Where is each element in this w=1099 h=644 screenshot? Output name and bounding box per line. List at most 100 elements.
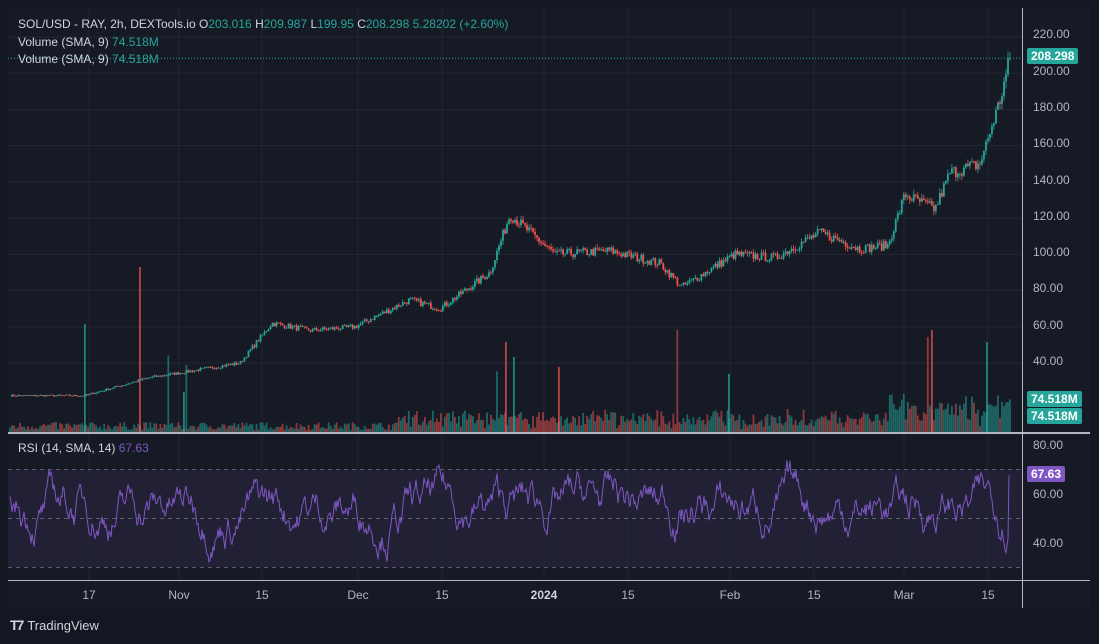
volume-bar: [738, 414, 741, 432]
candle-body: [173, 372, 176, 375]
candle-body: [680, 284, 683, 286]
volume-bar: [327, 422, 330, 432]
volume-bar: [522, 419, 524, 432]
volume-bar: [31, 426, 33, 432]
candle-body: [991, 125, 993, 134]
candle-body: [898, 212, 901, 214]
price-tick: 140.00: [1033, 173, 1070, 187]
candle-body: [19, 395, 21, 396]
volume-legend-2[interactable]: Volume (SMA, 9) 74.518M: [18, 52, 159, 66]
candle-body: [510, 219, 512, 221]
volume-bar: [85, 424, 88, 432]
candle-body: [670, 273, 673, 278]
pane-separator[interactable]: [8, 432, 1090, 434]
candle-body: [311, 328, 314, 332]
volume-bar: [668, 421, 671, 432]
candle-body: [502, 229, 504, 241]
candle-body: [712, 266, 715, 268]
volume-bar: [967, 418, 969, 432]
candle-body: [87, 394, 90, 396]
candle-body: [233, 362, 236, 366]
volume-bar: [760, 419, 763, 432]
volume-legend-1[interactable]: Volume (SMA, 9) 74.518M: [18, 35, 159, 49]
candle-body: [812, 235, 815, 238]
volume-bar: [656, 410, 659, 432]
volume-bar: [91, 422, 94, 432]
candle-body: [886, 243, 889, 249]
volume-bar: [486, 412, 488, 432]
candle-body: [936, 204, 939, 206]
volume-bar: [87, 426, 90, 432]
candle-body: [496, 250, 498, 261]
rsi-tick: 40.00: [1033, 536, 1064, 550]
volume-bar: [638, 415, 641, 432]
volume-tag: 74.518M: [1027, 408, 1082, 424]
volume-bar: [590, 414, 593, 432]
volume-bar: [357, 427, 360, 432]
volume-value: 74.518M: [112, 52, 159, 66]
price-pane[interactable]: [8, 8, 1022, 432]
candle-body: [207, 366, 210, 368]
candle-body: [305, 326, 308, 329]
volume-bar: [464, 410, 466, 432]
candle-body: [716, 263, 719, 268]
price-chart[interactable]: [8, 8, 1022, 432]
candle-body: [848, 248, 851, 249]
candle-body: [11, 394, 13, 397]
candle-body: [536, 235, 538, 238]
candle-body: [592, 249, 595, 256]
symbol-legend[interactable]: SOL/USD - RAY, 2h, DEXTools.io O203.016 …: [18, 17, 508, 31]
rsi-chart[interactable]: [8, 434, 1022, 580]
candle-body: [387, 309, 390, 314]
candle-body: [241, 360, 244, 362]
candle-body: [1003, 81, 1005, 97]
candle-body: [616, 250, 619, 254]
candle-body: [636, 253, 639, 262]
volume-bar: [107, 425, 110, 432]
volume-bar: [900, 399, 903, 432]
volume-bar: [600, 417, 603, 432]
candle-body: [814, 233, 817, 238]
time-axis[interactable]: 17 Nov 15 Dec 15 2024 15 Feb 15 Mar 15: [8, 581, 1022, 608]
volume-bar: [417, 424, 420, 432]
rsi-pane[interactable]: [8, 434, 1022, 580]
candle-body: [139, 379, 142, 381]
volume-bar: [197, 426, 200, 432]
candle-body: [586, 249, 589, 255]
candle-body: [141, 378, 144, 381]
candle-body: [626, 251, 629, 258]
candle-body: [624, 253, 627, 258]
rsi-legend[interactable]: RSI (14, SMA, 14) 67.63: [18, 441, 149, 455]
candle-body: [169, 373, 172, 375]
candle-body: [979, 163, 981, 165]
volume-bar: [532, 415, 534, 432]
volume-bar: [391, 424, 394, 432]
candle-body: [371, 319, 374, 321]
open-value: 203.016: [208, 17, 252, 31]
volume-bar: [510, 416, 512, 432]
candle-body: [347, 325, 350, 327]
candle-body: [407, 298, 410, 305]
candle-body: [718, 260, 721, 268]
symbol-title[interactable]: SOL/USD - RAY, 2h, DEXTools.io: [18, 17, 196, 31]
volume-bar: [604, 409, 607, 432]
price-axis[interactable]: 220.00 200.00 180.00 160.00 140.00 120.0…: [1023, 8, 1090, 432]
candle-body: [910, 199, 913, 201]
time-tick: 17: [82, 588, 96, 602]
volume-bar: [864, 414, 867, 432]
tradingview-branding[interactable]: T7 TradingView: [10, 617, 99, 633]
candle-body: [788, 251, 791, 255]
volume-bar: [602, 420, 605, 432]
candle-body: [455, 296, 458, 300]
volume-bar: [744, 423, 747, 432]
volume-bar: [902, 393, 905, 432]
volume-bar: [159, 424, 162, 432]
volume-bar: [944, 408, 947, 432]
volume-bar: [880, 425, 883, 432]
volume-bar: [646, 413, 649, 432]
candle-body: [401, 302, 404, 306]
volume-bar: [856, 424, 859, 432]
volume-bar: [203, 422, 206, 432]
rsi-axis[interactable]: 80.00 60.00 40.00: [1023, 434, 1090, 580]
candle-body: [514, 219, 516, 223]
